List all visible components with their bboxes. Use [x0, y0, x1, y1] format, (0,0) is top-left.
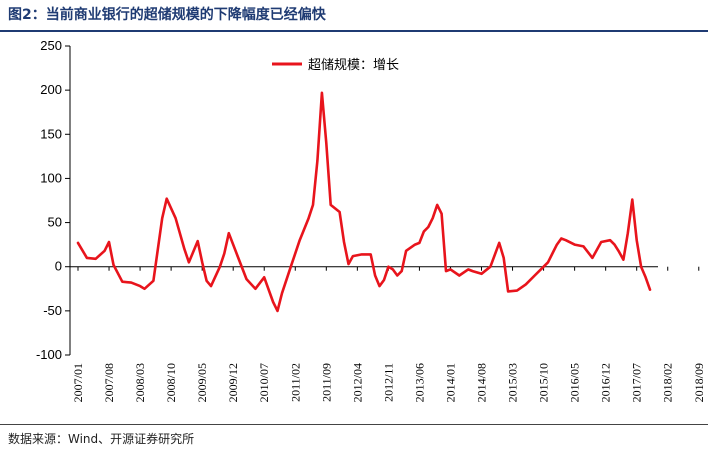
x-tick-label: 2009/12: [226, 363, 240, 402]
x-axis: 2007/01 2007/08 2008/03 2008/10 2009/05 2009/…: [70, 266, 706, 402]
x-tick-label: 2016/05: [568, 363, 582, 402]
y-axis: -100 -50 0 50 100 150 200 250: [36, 38, 71, 362]
x-tick-label: 2010/07: [257, 363, 271, 402]
x-tick-label: 2011/02: [288, 363, 302, 402]
x-tick-label: 2015/10: [537, 363, 551, 402]
x-tick-label: 2013/06: [412, 363, 426, 402]
chart-title: 图2：当前商业银行的超储规模的下降幅度已经偏快: [8, 7, 326, 23]
y-tick-label: -100: [36, 347, 62, 362]
x-tick-label: 2016/12: [599, 363, 613, 402]
y-tick-label: 0: [55, 259, 62, 274]
x-tick-label: 2009/05: [195, 363, 209, 402]
y-tick-label: 200: [40, 82, 62, 97]
y-tick-label: 100: [40, 170, 62, 185]
y-tick-label: 150: [40, 126, 62, 141]
y-tick-label: 50: [48, 215, 62, 230]
x-tick-label: 2012/11: [381, 363, 395, 402]
legend: 超储规模：增长: [272, 58, 399, 73]
x-tick-label: 2012/04: [350, 363, 364, 402]
y-tick-label: -50: [43, 303, 62, 318]
x-tick-label: 2007/01: [71, 363, 85, 402]
series-line: [76, 91, 652, 313]
legend-label: 超储规模：增长: [308, 58, 399, 73]
y-tick-label: 250: [40, 38, 62, 53]
series-layer: [76, 91, 652, 313]
x-tick-label: 2017/07: [630, 363, 644, 402]
x-tick-label: 2008/03: [133, 363, 147, 402]
x-tick-label: 2018/02: [661, 363, 675, 402]
x-tick-label: 2014/08: [475, 363, 489, 402]
x-tick-label: 2008/10: [164, 363, 178, 402]
footer-divider: [0, 424, 708, 425]
title-divider: [0, 30, 708, 32]
x-tick-label: 2011/09: [319, 363, 333, 402]
x-tick-label: 2014/01: [443, 363, 457, 402]
x-tick-label: 2015/03: [506, 363, 520, 402]
x-tick-label: 2007/08: [102, 363, 116, 402]
x-tick-label: 2018/09: [692, 363, 706, 402]
source-note: 数据来源：Wind、开源证券研究所: [8, 432, 195, 446]
